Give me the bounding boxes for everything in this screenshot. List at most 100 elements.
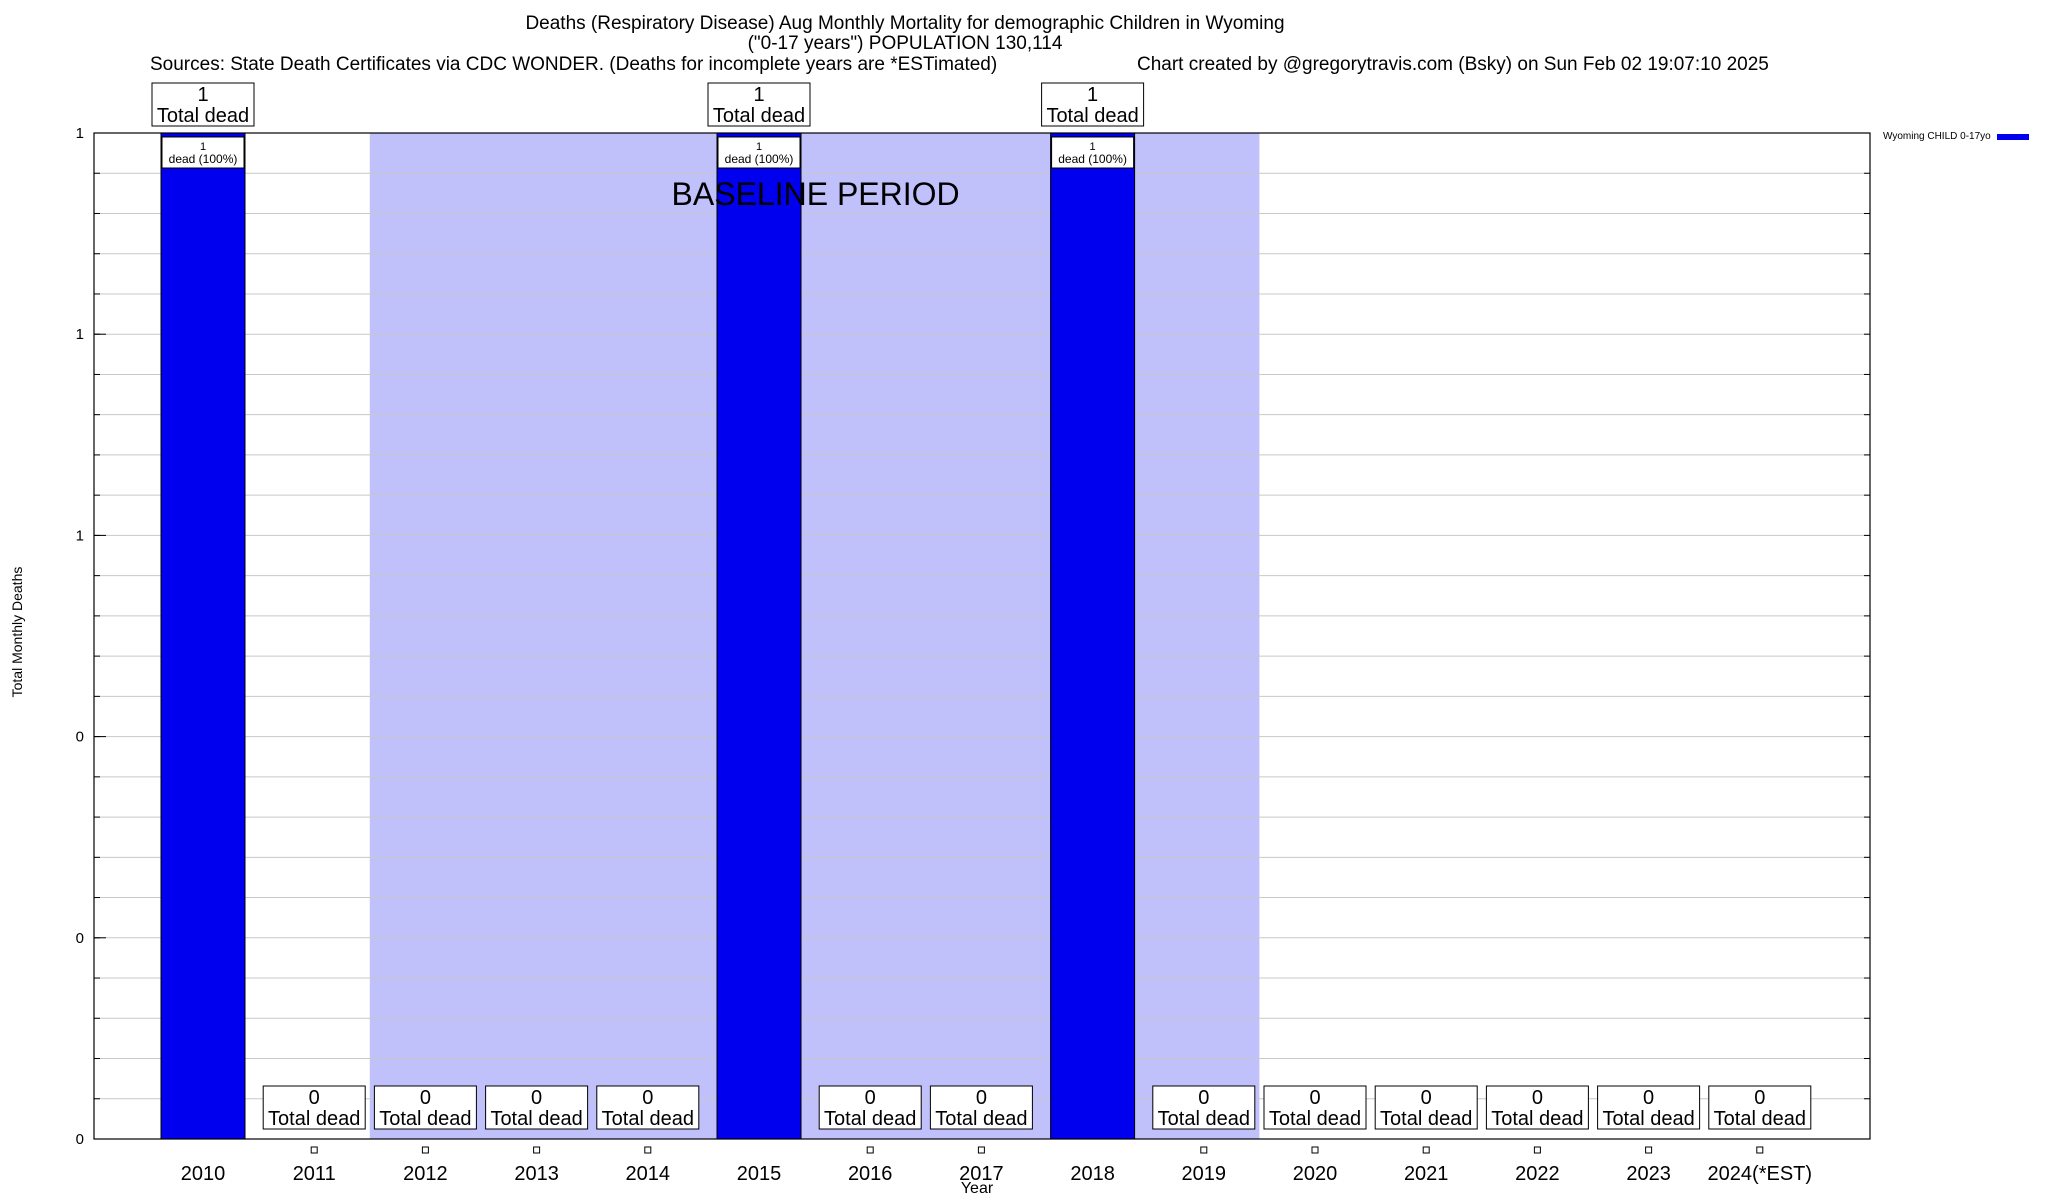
x-tick-label: 2018 (1070, 1163, 1115, 1185)
total-dead-label: Total dead (1714, 1108, 1806, 1130)
bar (160, 132, 246, 1140)
total-box (707, 82, 811, 127)
total-value-label: 1 (197, 84, 208, 106)
bar-value-label: 1 (1090, 141, 1096, 153)
total-box (1708, 1085, 1812, 1130)
legend-label: Wyoming CHILD 0-17yo (1883, 131, 1991, 142)
x-tick-label: 2021 (1404, 1163, 1449, 1185)
bar-value-box (161, 136, 245, 169)
total-value-label: 0 (1532, 1087, 1543, 1109)
total-value-label: 0 (1198, 1087, 1209, 1109)
zero-marker (1200, 1146, 1208, 1154)
total-dead-label: Total dead (379, 1108, 471, 1130)
bar-percent-label: dead (100%) (169, 152, 238, 166)
baseline-period-label: BASELINE PERIOD (672, 176, 960, 212)
x-tick-label: 2016 (848, 1163, 893, 1185)
y-tick-label: 1 (76, 527, 84, 544)
x-tick-label: 2022 (1515, 1163, 1560, 1185)
total-dead-label: Total dead (602, 1108, 694, 1130)
bar-value-box (717, 136, 801, 169)
total-box (818, 1085, 922, 1130)
chart-credit: Chart created by @gregorytravis.com (Bsk… (1137, 54, 1769, 75)
zero-marker (1422, 1146, 1430, 1154)
x-tick-label: 2015 (737, 1163, 782, 1185)
total-value-label: 0 (1309, 1087, 1320, 1109)
total-box (485, 1085, 589, 1130)
total-dead-label: Total dead (1602, 1108, 1694, 1130)
total-value-label: 0 (1643, 1087, 1654, 1109)
x-tick-label: 2020 (1293, 1163, 1338, 1185)
zero-marker (644, 1146, 652, 1154)
total-value-label: 0 (642, 1087, 653, 1109)
total-box (929, 1085, 1033, 1130)
y-tick-label: 0 (76, 729, 84, 746)
zero-marker (1756, 1146, 1764, 1154)
total-box (1597, 1085, 1701, 1130)
total-value-label: 0 (865, 1087, 876, 1109)
zero-marker (977, 1146, 985, 1154)
x-tick-label: 2014 (626, 1163, 671, 1185)
bar (1050, 132, 1136, 1140)
total-value-label: 0 (420, 1087, 431, 1109)
total-box (1041, 82, 1145, 127)
total-box (151, 82, 255, 127)
bar (716, 132, 802, 1140)
x-tick-label: 2012 (403, 1163, 448, 1185)
x-tick-label: 2011 (293, 1163, 336, 1185)
total-dead-label: Total dead (490, 1108, 582, 1130)
y-tick-label: 1 (76, 125, 84, 142)
total-dead-label: Total dead (1269, 1108, 1361, 1130)
total-dead-label: Total dead (157, 105, 249, 127)
total-box (1485, 1085, 1589, 1130)
y-tick-label: 1 (76, 326, 84, 343)
legend-swatch (1996, 133, 2029, 140)
legend: Wyoming CHILD 0-17yo (1883, 131, 2029, 142)
bar-percent-label: dead (100%) (1058, 152, 1127, 166)
total-value-label: 1 (753, 84, 764, 106)
total-dead-label: Total dead (713, 105, 805, 127)
total-dead-label: Total dead (1491, 1108, 1583, 1130)
total-dead-label: Total dead (1046, 105, 1138, 127)
zero-marker (1533, 1146, 1541, 1154)
y-tick-label: 0 (76, 930, 84, 947)
total-box (373, 1085, 477, 1130)
zero-marker (310, 1146, 318, 1154)
x-tick-label: 2013 (514, 1163, 559, 1185)
total-box (1152, 1085, 1256, 1130)
x-tick-label: 2017 (959, 1163, 1004, 1185)
y-tick-label: 0 (76, 1131, 84, 1148)
chart-title-line2: ("0-17 years") POPULATION 130,114 (747, 33, 1063, 54)
chart-title-line1: Deaths (Respiratory Disease) Aug Monthly… (525, 13, 1285, 34)
total-dead-label: Total dead (935, 1108, 1027, 1130)
total-box (262, 1085, 366, 1130)
total-dead-label: Total dead (824, 1108, 916, 1130)
zero-marker (533, 1146, 541, 1154)
chart-sources: Sources: State Death Certificates via CD… (150, 54, 998, 75)
bar-percent-label: dead (100%) (725, 152, 794, 166)
x-tick-label: 2010 (181, 1163, 226, 1185)
plot-frame (93, 132, 1871, 1140)
total-dead-label: Total dead (1158, 1108, 1250, 1130)
total-box (1374, 1085, 1478, 1130)
total-value-label: 0 (976, 1087, 987, 1109)
zero-marker (1645, 1146, 1653, 1154)
total-box (1263, 1085, 1367, 1130)
total-dead-label: Total dead (1380, 1108, 1472, 1130)
total-dead-label: Total dead (268, 1108, 360, 1130)
bar-value-box (1051, 136, 1135, 169)
bar-value-label: 1 (200, 141, 206, 153)
x-tick-label: 2023 (1626, 1163, 1671, 1185)
zero-marker (866, 1146, 874, 1154)
total-value-label: 0 (309, 1087, 320, 1109)
total-value-label: 0 (531, 1087, 542, 1109)
total-value-label: 0 (1421, 1087, 1432, 1109)
total-box (596, 1085, 700, 1130)
x-axis-label: Year (960, 1180, 994, 1197)
bar-value-label: 1 (756, 141, 762, 153)
x-tick-label: 2024(*EST) (1708, 1163, 1813, 1185)
zero-marker (421, 1146, 429, 1154)
x-tick-label: 2019 (1182, 1163, 1227, 1185)
total-value-label: 0 (1754, 1087, 1765, 1109)
zero-marker (1311, 1146, 1319, 1154)
